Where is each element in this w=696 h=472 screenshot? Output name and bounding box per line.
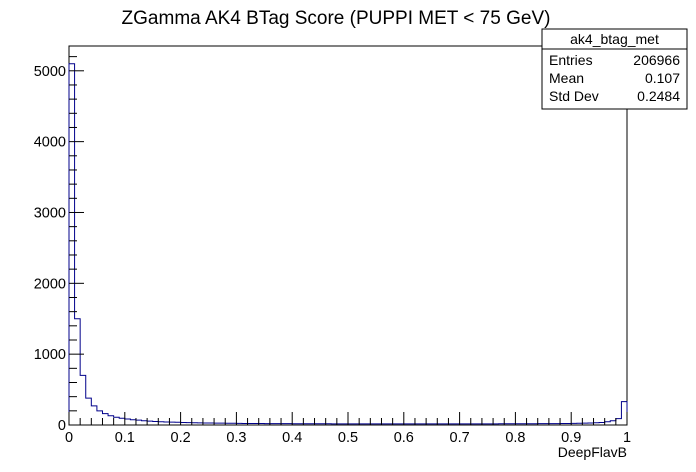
x-tick-label: 0.9	[561, 430, 581, 446]
x-tick-label: 0.2	[171, 430, 191, 446]
x-tick-label: 1	[623, 430, 631, 446]
x-tick-label: 0.8	[505, 430, 525, 446]
histogram-series	[68, 63, 628, 425]
histogram-bin	[75, 319, 81, 425]
x-tick-label: 0.7	[450, 430, 470, 446]
x-tick-label: 0.4	[282, 430, 302, 446]
y-tick-label: 4000	[34, 135, 66, 151]
stats-box-name: ak4_btag_met	[570, 31, 659, 47]
chart-title: ZGamma AK4 BTag Score (PUPPI MET < 75 Ge…	[122, 8, 551, 29]
histogram-bin	[130, 420, 136, 425]
histogram-bin	[147, 421, 153, 425]
histogram-bin	[119, 418, 125, 425]
histogram-bin	[616, 419, 622, 425]
histogram-bin	[610, 421, 616, 425]
histogram-bin	[69, 64, 75, 425]
y-tick-label: 5000	[34, 64, 66, 80]
x-tick-label: 0.5	[338, 430, 358, 446]
histogram-bin	[114, 417, 120, 425]
stats-stddev-value: 0.2484	[637, 88, 680, 104]
stats-mean-value: 0.107	[645, 70, 680, 86]
y-axis: 0 1000 2000 3000 4000 5000	[34, 56, 84, 434]
x-axis: 0 0.1 0.2 0.3 0.4 0.5 0.6 0.7 0.8 0.9 1	[65, 412, 631, 446]
x-axis-label: DeepFlavB	[558, 444, 627, 460]
histogram-bin	[153, 421, 159, 425]
stats-mean-label: Mean	[549, 70, 584, 86]
histogram-bin	[142, 421, 148, 425]
stats-box-frame	[541, 28, 688, 110]
x-tick-label: 0.6	[394, 430, 414, 446]
histogram-line	[68, 63, 628, 425]
stats-entries-label: Entries	[549, 52, 593, 68]
x-tick-label: 0.3	[226, 430, 246, 446]
x-tick-label: 0.1	[115, 430, 135, 446]
histogram-bin	[125, 419, 131, 425]
histogram-bin	[80, 375, 86, 425]
histogram-bin	[102, 414, 108, 425]
y-tick-label: 2000	[34, 276, 66, 292]
y-tick-label: 3000	[34, 205, 66, 221]
y-tick-label: 1000	[34, 347, 66, 363]
histogram-bin	[136, 420, 142, 425]
x-tick-label: 0	[65, 430, 73, 446]
histogram-bin	[86, 398, 92, 425]
y-tick-label: 0	[58, 418, 66, 434]
stats-entries-value: 206966	[633, 52, 680, 68]
stats-stddev-label: Std Dev	[549, 88, 599, 104]
histogram-bin	[97, 411, 103, 425]
histogram-bin	[621, 402, 627, 425]
stats-box: ak4_btag_met Entries 206966 Mean 0.107 S…	[541, 28, 688, 110]
histogram-bin	[91, 406, 97, 425]
histogram-bin	[108, 416, 114, 425]
